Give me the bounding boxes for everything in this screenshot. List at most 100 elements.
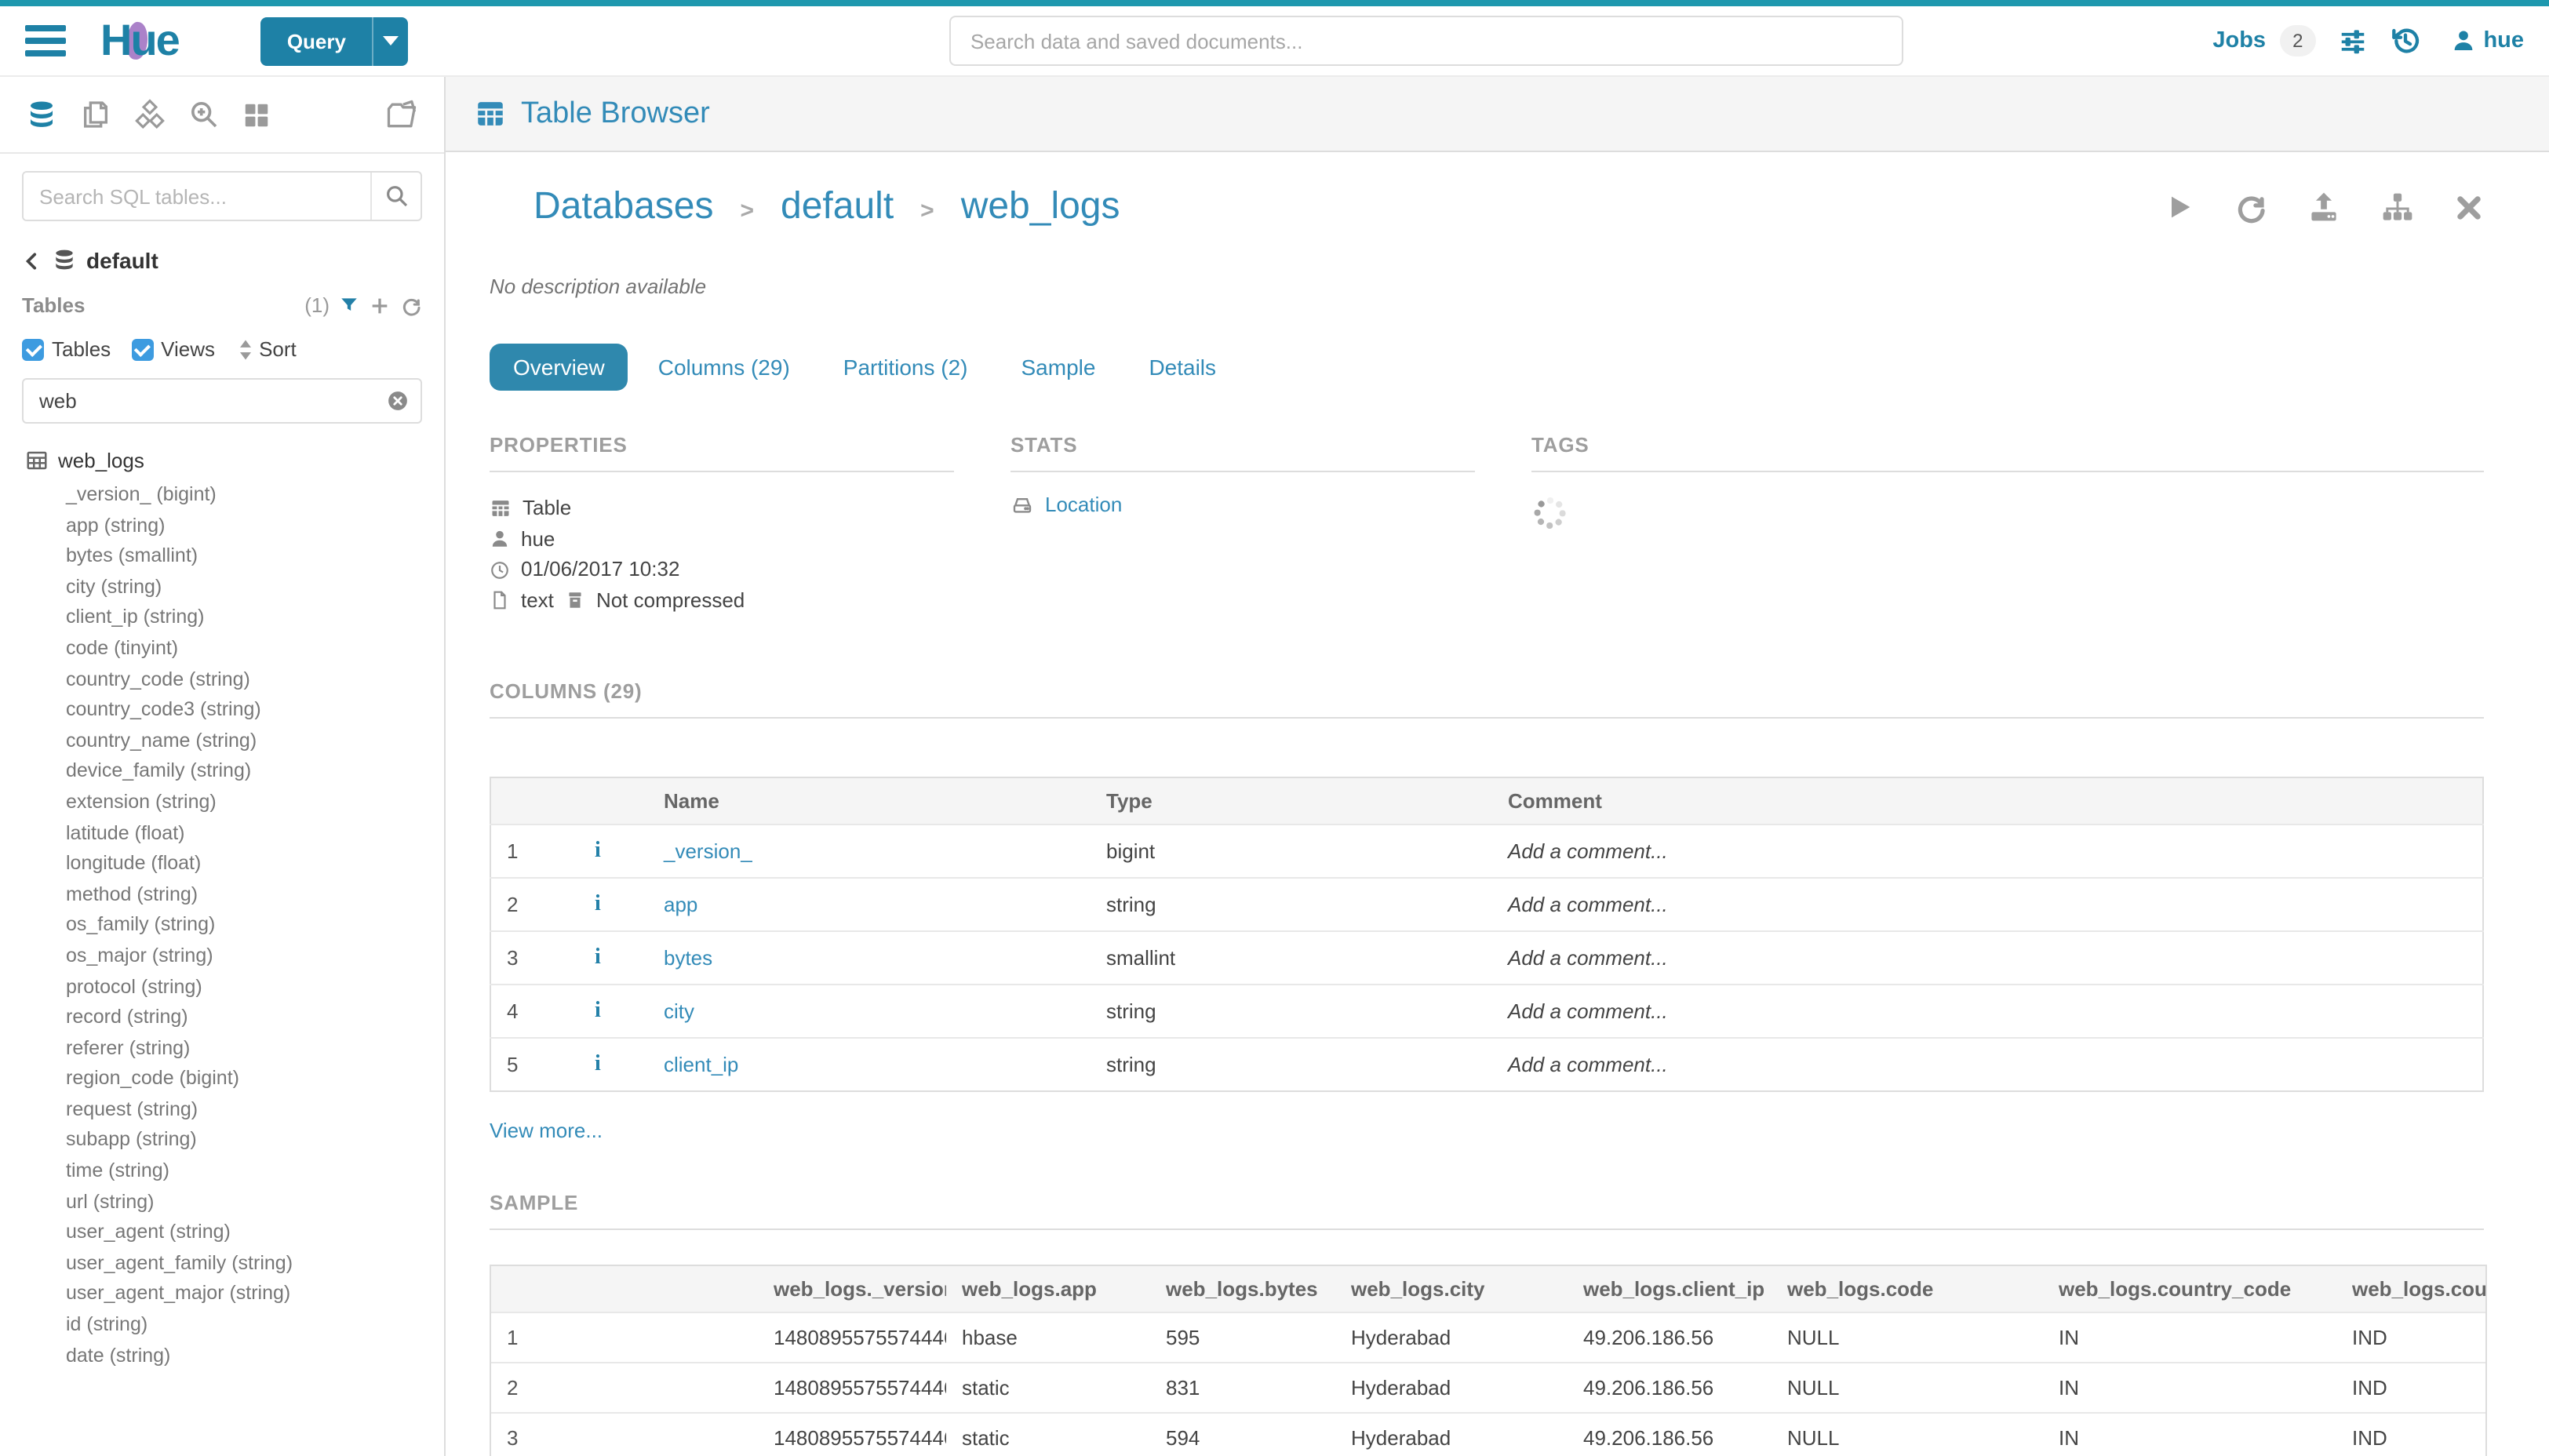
tree-column-item[interactable]: country_code (string)	[66, 668, 250, 690]
functions-cubes-icon[interactable]	[133, 98, 166, 131]
checkbox-tables[interactable]	[22, 338, 44, 360]
view-more-link[interactable]: View more...	[490, 1118, 603, 1142]
tree-column-item[interactable]: user_agent_major (string)	[66, 1282, 291, 1305]
tree-column-item[interactable]: id (string)	[66, 1313, 148, 1336]
column-comment-placeholder[interactable]: Add a comment...	[1492, 876, 2482, 931]
tree-column-item[interactable]: os_major (string)	[66, 944, 213, 966]
column-comment-placeholder[interactable]: Add a comment...	[1492, 823, 2482, 878]
columns-header-comment: Comment	[1492, 777, 2482, 824]
column-name-link[interactable]: bytes	[664, 945, 713, 970]
sort-toggle[interactable]: Sort	[235, 337, 297, 361]
tables-count: (1)	[304, 293, 330, 317]
tree-column-item[interactable]: request (string)	[66, 1097, 198, 1120]
column-comment-placeholder[interactable]: Add a comment...	[1492, 930, 2482, 985]
tree-column-item[interactable]: url (string)	[66, 1190, 155, 1213]
tree-column-item[interactable]: extension (string)	[66, 790, 217, 813]
database-name[interactable]: default	[86, 248, 158, 273]
info-icon[interactable]: i	[595, 892, 601, 916]
tree-column-item[interactable]: record (string)	[66, 1006, 188, 1028]
checkbox-views[interactable]	[131, 338, 154, 360]
folder-documents-icon[interactable]	[384, 97, 419, 132]
tree-column-item[interactable]: device_family (string)	[66, 759, 252, 782]
search-zoom-icon[interactable]	[188, 99, 220, 130]
column-name-link[interactable]: app	[664, 892, 698, 916]
jobs-count-badge[interactable]: 2	[2280, 25, 2316, 56]
tree-column-item[interactable]: protocol (string)	[66, 975, 202, 997]
refresh-icon[interactable]	[2234, 191, 2267, 224]
tab[interactable]: Overview	[490, 344, 628, 391]
checkbox-views-label[interactable]: Views	[161, 337, 216, 361]
checkbox-tables-label[interactable]: Tables	[52, 337, 111, 361]
tree-column-item[interactable]: user_agent (string)	[66, 1221, 231, 1243]
query-dropdown-button[interactable]	[372, 16, 409, 65]
info-icon[interactable]: i	[595, 999, 601, 1023]
tree-column-item[interactable]: date (string)	[66, 1344, 171, 1367]
sql-table-search-button[interactable]	[370, 173, 421, 220]
apps-grid-icon[interactable]	[242, 100, 271, 129]
page-title: Table Browser	[521, 96, 710, 129]
tree-column-item[interactable]: user_agent_family (string)	[66, 1251, 293, 1274]
sample-cell: Hyderabad	[1335, 1311, 1568, 1363]
add-table-icon[interactable]	[369, 294, 391, 316]
hamburger-menu-button[interactable]	[25, 25, 66, 56]
tree-column-item[interactable]: referer (string)	[66, 1036, 191, 1059]
page-body: default Tables (1)	[0, 77, 2549, 1456]
close-icon[interactable]	[2453, 192, 2483, 222]
breadcrumb-table[interactable]: web_logs	[960, 185, 1120, 228]
sql-table-search-input[interactable]	[24, 173, 370, 220]
tree-column-item[interactable]: city (string)	[66, 575, 162, 598]
tree-column-item[interactable]: longitude (float)	[66, 852, 202, 875]
documents-assist-icon[interactable]	[80, 99, 111, 130]
history-icon[interactable]	[2389, 25, 2420, 56]
tab[interactable]: Details	[1125, 344, 1240, 391]
breadcrumb-databases[interactable]: Databases	[533, 185, 714, 228]
tree-column-item[interactable]: subapp (string)	[66, 1128, 197, 1151]
hue-logo[interactable]: Hue	[100, 18, 180, 63]
filter-funnel-icon[interactable]	[339, 295, 359, 315]
tree-column-item[interactable]: os_family (string)	[66, 913, 216, 936]
info-icon[interactable]: i	[595, 1052, 601, 1076]
tab[interactable]: Columns (29)	[635, 344, 814, 391]
sliders-icon[interactable]	[2337, 26, 2367, 56]
tree-column-item[interactable]: client_ip (string)	[66, 606, 205, 628]
tree-column-item[interactable]: app (string)	[66, 514, 166, 537]
query-play-icon[interactable]	[2163, 191, 2194, 223]
tree-column-item[interactable]: time (string)	[66, 1159, 169, 1182]
tree-column-item[interactable]: region_code (bigint)	[66, 1067, 239, 1090]
location-link[interactable]: Location	[1045, 493, 1123, 516]
column-comment-placeholder[interactable]: Add a comment...	[1492, 1036, 2482, 1091]
back-chevron-icon[interactable]	[22, 250, 42, 271]
table-name-filter-input[interactable]	[24, 389, 386, 413]
clear-filter-icon[interactable]	[386, 389, 410, 413]
refresh-tables-icon[interactable]	[400, 294, 422, 316]
import-upload-icon[interactable]	[2306, 190, 2340, 224]
column-comment-placeholder[interactable]: Add a comment...	[1492, 983, 2482, 1038]
column-name-link[interactable]: _version_	[664, 839, 752, 863]
tree-table-web-logs[interactable]: web_logs	[25, 449, 444, 472]
info-icon[interactable]: i	[595, 945, 601, 970]
column-row-number: 4	[490, 983, 579, 1038]
tree-column-item[interactable]: code (tinyint)	[66, 636, 179, 659]
tree-column-item[interactable]: latitude (float)	[66, 821, 185, 844]
sql-assist-icon[interactable]	[25, 98, 58, 131]
column-name-link[interactable]: city	[664, 999, 694, 1023]
tree-column-item[interactable]: country_code3 (string)	[66, 698, 261, 721]
table-filter-options: Tables Views Sort	[22, 337, 422, 361]
breadcrumb-database[interactable]: default	[781, 185, 894, 228]
sample-table-body: 1 1480895575574446000 hbase 595 Hyderaba…	[491, 1311, 2485, 1456]
jobs-link[interactable]: Jobs	[2212, 28, 2267, 53]
tab[interactable]: Partitions (2)	[820, 344, 992, 391]
tree-column-item[interactable]: method (string)	[66, 883, 198, 905]
table-description[interactable]: No description available	[490, 275, 707, 298]
metastore-content: Databases > default > web_logs	[446, 152, 2549, 1456]
query-button[interactable]: Query	[260, 16, 373, 65]
info-icon[interactable]: i	[595, 839, 601, 863]
column-name-link[interactable]: client_ip	[664, 1052, 739, 1076]
global-search-input[interactable]	[949, 16, 1904, 66]
tree-column-item[interactable]: country_name (string)	[66, 729, 257, 752]
sitemap-lineage-icon[interactable]	[2380, 190, 2414, 224]
tree-column-item[interactable]: bytes (smallint)	[66, 544, 198, 567]
tab[interactable]: Sample	[998, 344, 1120, 391]
user-menu[interactable]: hue	[2450, 28, 2524, 53]
tree-column-item[interactable]: _version_ (bigint)	[66, 483, 217, 505]
